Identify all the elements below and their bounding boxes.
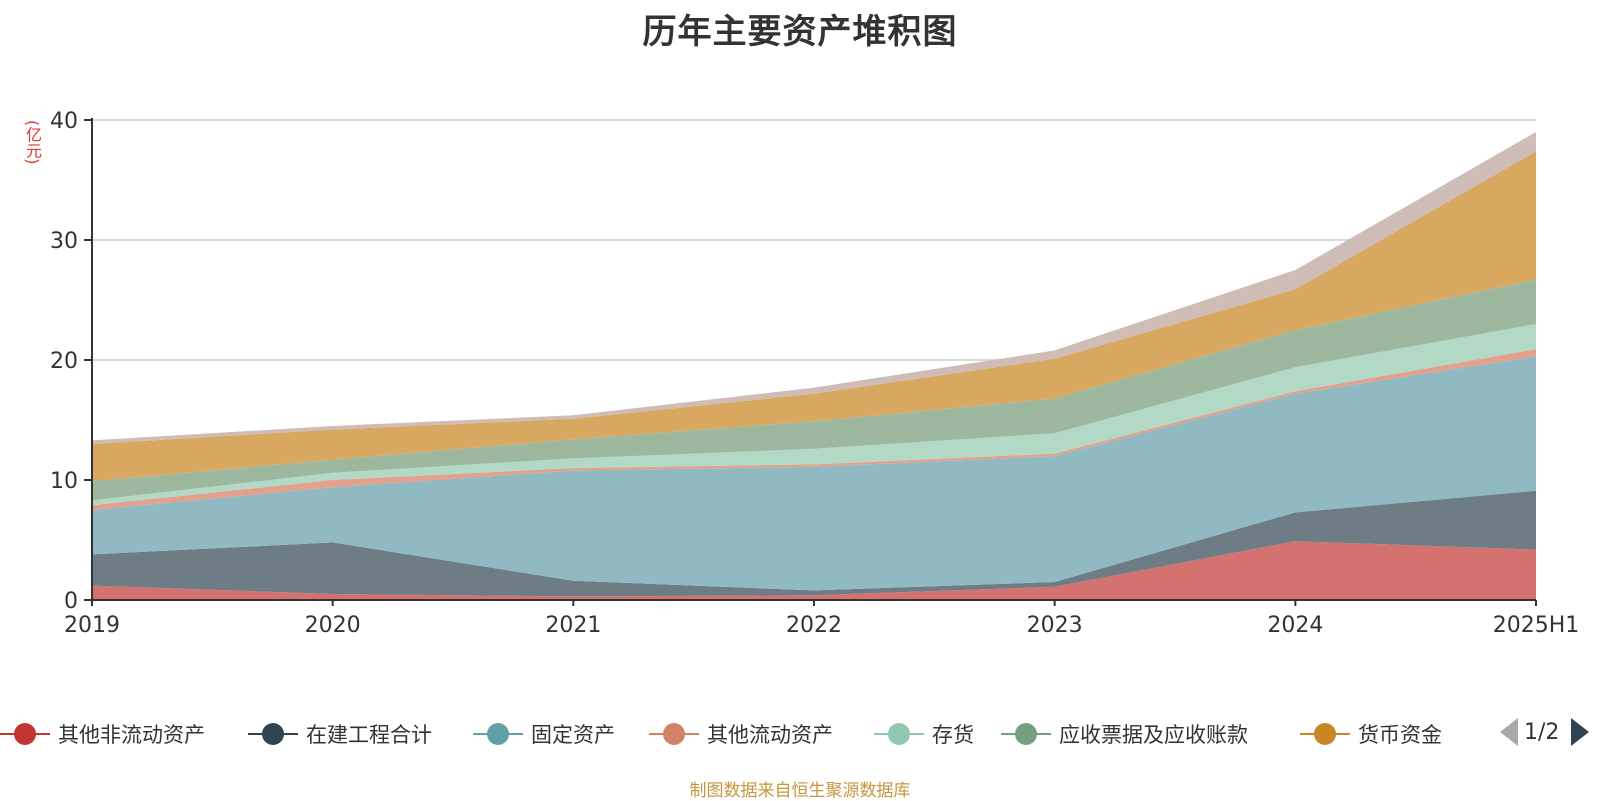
- legend-pager: 1/2: [1500, 718, 1590, 746]
- source-note: 制图数据来自恒生聚源数据库: [689, 781, 911, 801]
- legend-marker-icon: [473, 722, 523, 746]
- legend-label: 存货: [932, 723, 974, 747]
- legend-item[interactable]: 其他非流动资产: [0, 716, 205, 752]
- legend-label: 在建工程合计: [306, 723, 432, 747]
- y-tick-label: 20: [50, 349, 78, 374]
- y-tick-label: 0: [64, 589, 78, 614]
- area-series-4[interactable]: [92, 324, 1536, 506]
- y-tick-label: 40: [50, 109, 78, 134]
- y-axis-unit-label: (亿元): [23, 120, 42, 165]
- y-tick-label: 30: [50, 229, 78, 254]
- legend-item[interactable]: 货币资金: [1300, 716, 1442, 752]
- y-tick-label: 10: [50, 469, 78, 494]
- legend-marker-icon: [874, 722, 924, 746]
- area-series-3[interactable]: [92, 349, 1536, 510]
- x-tick-label: 2023: [1027, 613, 1083, 638]
- area-series-1[interactable]: [92, 490, 1536, 597]
- legend-next-page-icon[interactable]: [1571, 718, 1590, 746]
- legend-label: 其他流动资产: [707, 723, 833, 747]
- stacked-area-chart: 0 10 20 30 40 2019 2020 2021 2022 2023 2024 2025H1: [50, 109, 1579, 638]
- x-tick-label: 2024: [1267, 613, 1323, 638]
- legend-label: 应收票据及应收账款: [1059, 723, 1248, 747]
- legend-marker-icon: [0, 722, 50, 746]
- legend-marker-icon: [649, 722, 699, 746]
- x-tick-label: 2022: [786, 613, 842, 638]
- area-series-0[interactable]: [92, 541, 1536, 600]
- axes: 0 10 20 30 40 2019 2020 2021 2022 2023 2024 2025H1: [50, 109, 1579, 638]
- legend-item[interactable]: 固定资产: [473, 716, 615, 752]
- legend-item[interactable]: 存货: [874, 716, 974, 752]
- x-tick-label: 2019: [64, 613, 120, 638]
- legend-item[interactable]: 在建工程合计: [248, 716, 432, 752]
- legend-item[interactable]: 其他流动资产: [649, 716, 833, 752]
- legend-label: 固定资产: [531, 723, 615, 747]
- x-tick-label: 2025H1: [1493, 613, 1580, 638]
- legend-prev-page-icon[interactable]: [1500, 718, 1518, 746]
- area-series-6[interactable]: [92, 151, 1536, 482]
- legend-page-indicator: 1/2: [1524, 719, 1560, 745]
- area-series-2[interactable]: [92, 356, 1536, 591]
- area-series: [92, 132, 1536, 600]
- chart-title: 历年主要资产堆积图: [642, 12, 958, 52]
- area-series-5[interactable]: [92, 279, 1536, 501]
- legend-marker-icon: [1300, 722, 1350, 746]
- legend-marker-icon: [248, 722, 298, 746]
- legend-marker-icon: [1001, 722, 1051, 746]
- area-series-7[interactable]: [92, 132, 1536, 444]
- legend-item[interactable]: 应收票据及应收账款: [1001, 716, 1248, 752]
- legend-label: 其他非流动资产: [58, 723, 205, 747]
- x-tick-label: 2020: [305, 613, 361, 638]
- legend-label: 货币资金: [1358, 723, 1442, 747]
- x-tick-label: 2021: [545, 613, 601, 638]
